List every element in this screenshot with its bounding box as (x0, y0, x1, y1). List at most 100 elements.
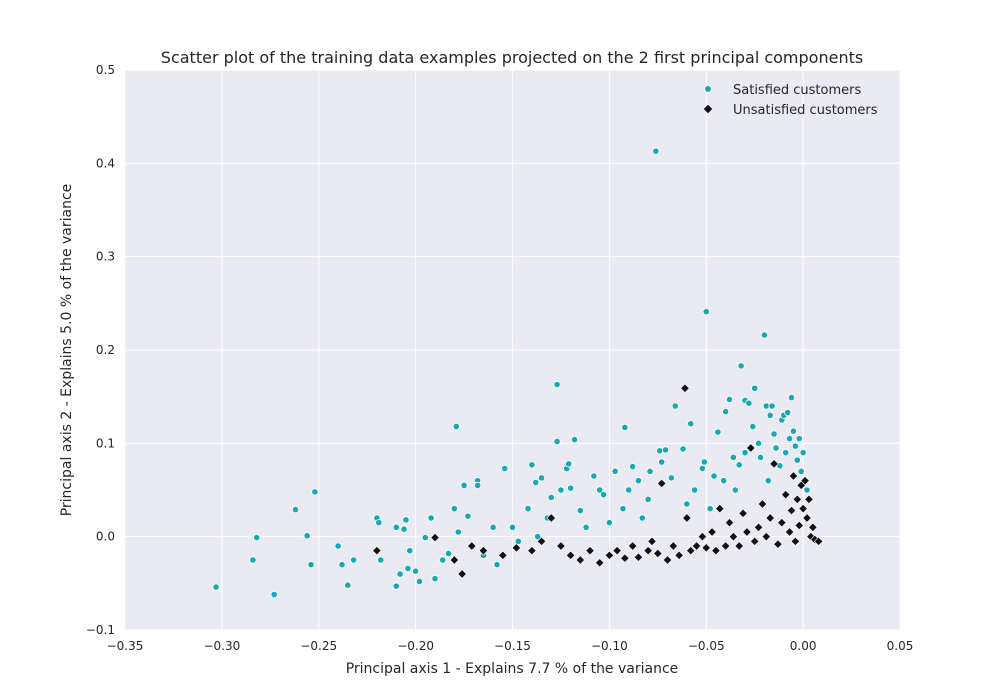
data-point (749, 422, 757, 431)
series-unsatisfied (372, 383, 824, 579)
data-point (661, 446, 670, 454)
data-point (621, 423, 629, 432)
data-point (553, 437, 561, 446)
data-point (728, 531, 739, 542)
x-tick-label: −0.05 (688, 639, 725, 653)
data-point (791, 442, 799, 450)
data-point (711, 545, 721, 556)
data-point (489, 523, 497, 531)
data-point (724, 517, 735, 528)
data-point (768, 402, 776, 410)
data-point (474, 481, 482, 489)
data-point (392, 523, 400, 531)
data-point (467, 541, 477, 551)
data-point (764, 477, 772, 485)
data-point (710, 472, 718, 480)
data-point (629, 463, 637, 471)
data-point (464, 512, 472, 520)
data-point (625, 486, 633, 494)
data-point (765, 513, 775, 523)
data-point (797, 467, 805, 475)
data-point (253, 533, 261, 542)
data-point (633, 552, 644, 562)
data-point (656, 447, 664, 455)
data-point (493, 561, 501, 569)
data-point (738, 508, 748, 519)
data-point (536, 536, 547, 547)
data-point (804, 494, 814, 505)
data-point (808, 522, 818, 533)
data-point (737, 362, 745, 370)
data-point (761, 531, 771, 542)
data-point (452, 422, 460, 431)
data-point (644, 495, 652, 503)
data-point (501, 464, 509, 473)
data-point (534, 533, 542, 541)
data-point (570, 435, 579, 444)
x-tick-label: 0.05 (887, 639, 914, 653)
data-point (754, 439, 763, 447)
y-tick-label: 0.0 (96, 530, 115, 544)
data-point (565, 550, 576, 561)
data-point (714, 428, 722, 436)
data-point (431, 575, 439, 583)
data-point (777, 517, 787, 528)
data-point (756, 453, 765, 461)
data-point (599, 491, 608, 499)
data-point (803, 486, 811, 494)
data-point (652, 147, 660, 155)
legend: Satisfied customers Unsatisfied customer… (703, 83, 878, 118)
series-satisfied (212, 147, 811, 599)
data-point (794, 520, 804, 531)
data-point (270, 590, 278, 599)
data-point (671, 402, 679, 410)
data-point (553, 380, 561, 389)
data-point (532, 478, 540, 487)
data-point (800, 475, 810, 486)
data-point (735, 461, 743, 469)
data-point (680, 383, 690, 393)
data-point (770, 430, 778, 438)
data-point (439, 556, 447, 564)
data-point (508, 523, 517, 531)
y-tick-label: 0.3 (96, 250, 115, 264)
data-point (528, 461, 536, 469)
data-point (565, 460, 573, 468)
data-point (377, 556, 385, 564)
data-point (682, 513, 692, 523)
data-point (404, 564, 412, 573)
data-point (524, 505, 532, 513)
data-point (557, 486, 565, 494)
data-point (449, 555, 460, 565)
y-tick-label: 0.1 (96, 436, 115, 450)
x-tick-label: −0.30 (203, 639, 240, 653)
data-point (457, 569, 467, 579)
data-point (701, 543, 711, 553)
data-point (742, 527, 752, 537)
data-point (750, 536, 760, 547)
data-point (450, 505, 458, 513)
data-point (415, 577, 424, 586)
data-point (575, 555, 585, 565)
data-point (784, 408, 792, 417)
data-point (785, 435, 794, 443)
data-point (662, 555, 673, 565)
data-point (619, 505, 627, 513)
data-point (715, 503, 725, 514)
data-point (604, 550, 615, 561)
data-point (700, 458, 708, 466)
data-point (772, 444, 780, 452)
data-point (646, 467, 654, 475)
data-point (789, 427, 798, 435)
data-point (674, 550, 684, 561)
data-point (686, 545, 696, 556)
data-point (720, 541, 731, 551)
data-points (212, 147, 824, 599)
data-point (683, 500, 691, 508)
data-point (691, 541, 702, 551)
data-point (781, 489, 791, 500)
data-point (546, 513, 556, 523)
data-point (751, 384, 759, 392)
data-point (396, 570, 404, 578)
data-point (611, 467, 619, 475)
